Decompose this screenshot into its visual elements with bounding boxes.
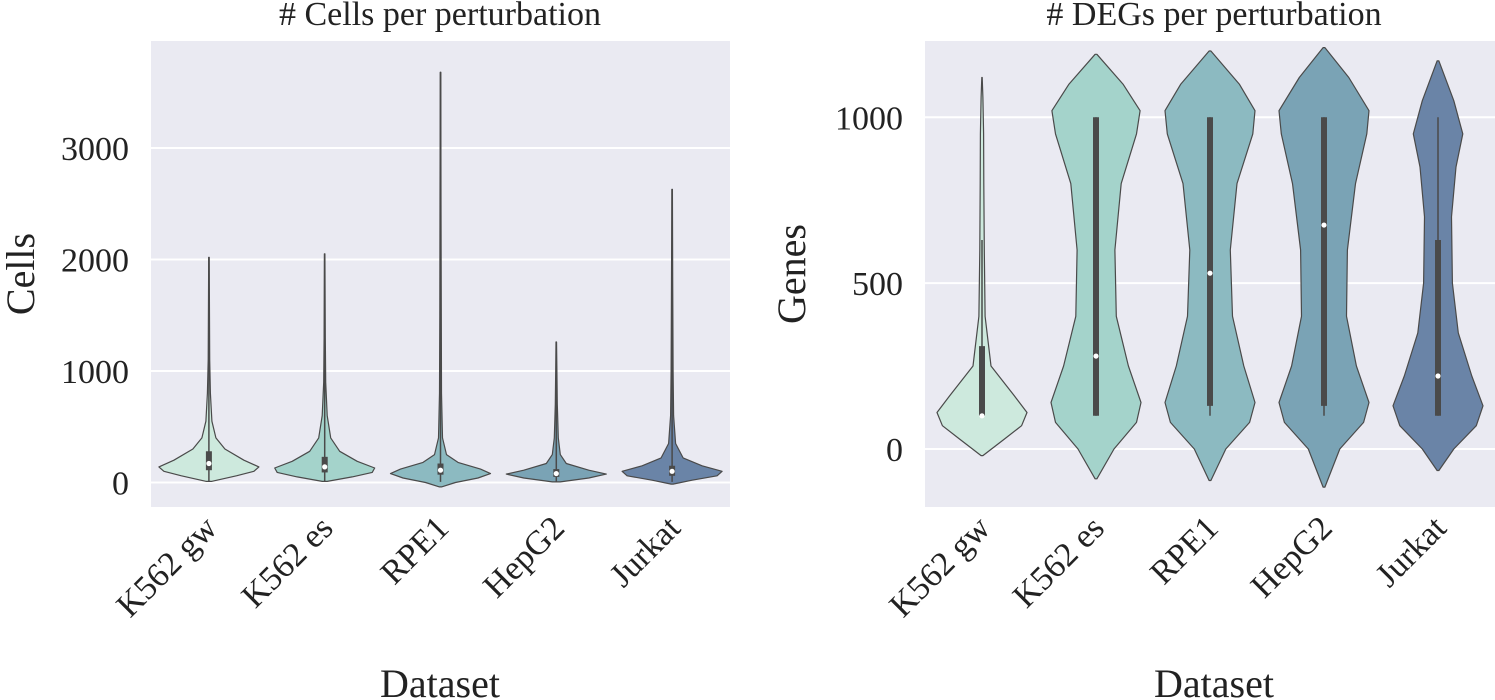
cells-violin-panel: 0 1000 2000 3000 K562 gw K562 es RPE1 HepG2 Jur… — [0, 0, 730, 700]
y-axis-label-cells: Cells — [0, 233, 43, 315]
violins-cells — [158, 71, 723, 488]
x-tick-label: HepG2 — [1244, 509, 1340, 605]
y-tick-label: 0 — [886, 432, 903, 469]
median-point — [979, 413, 985, 419]
x-ticks-cells: K562 gw K562 es RPE1 HepG2 Jurkat — [110, 509, 689, 624]
y-tick-label: 3000 — [61, 131, 129, 168]
y-tick-label: 500 — [852, 266, 903, 303]
median-point — [322, 464, 328, 470]
y-ticks-cells: 0 1000 2000 3000 — [61, 131, 129, 502]
median-point — [1207, 270, 1213, 276]
x-tick-label: K562 es — [235, 509, 341, 615]
x-tick-label: Jurkat — [1369, 509, 1454, 594]
x-tick-label: K562 gw — [110, 509, 225, 624]
x-tick-label: RPE1 — [374, 509, 456, 591]
y-tick-label: 1000 — [61, 354, 129, 391]
x-tick-label: K562 gw — [883, 509, 998, 624]
violins-degs — [936, 47, 1484, 488]
median-point — [437, 467, 444, 473]
median-point — [553, 470, 559, 477]
median-point — [669, 468, 675, 474]
x-axis-label-degs: Dataset — [1154, 661, 1274, 700]
median-point — [1435, 373, 1441, 379]
y-tick-label: 2000 — [61, 243, 129, 280]
median-point — [1321, 222, 1327, 228]
x-tick-label: K562 es — [1006, 509, 1112, 615]
x-tick-label: Jurkat — [603, 509, 688, 594]
x-tick-label: HepG2 — [476, 509, 572, 605]
x-axis-label-cells: Dataset — [380, 661, 500, 700]
median-point — [1093, 353, 1099, 359]
y-tick-label: 0 — [112, 465, 129, 502]
chart-title-degs: # DEGs per perturbation — [1046, 0, 1381, 33]
y-axis-label-degs: Genes — [769, 224, 814, 324]
chart-title-cells: # Cells per perturbation — [279, 0, 601, 33]
x-ticks-degs: K562 gw K562 es RPE1 HepG2 Jurkat — [883, 509, 1454, 624]
median-point — [206, 460, 212, 467]
x-tick-label: RPE1 — [1143, 509, 1225, 591]
y-tick-label: 1000 — [835, 100, 903, 137]
y-ticks-degs: 0 500 1000 — [835, 100, 903, 469]
degs-violin-panel: 0 500 1000 K562 gw K562 es RPE1 HepG2 Jurkat #… — [769, 0, 1495, 700]
